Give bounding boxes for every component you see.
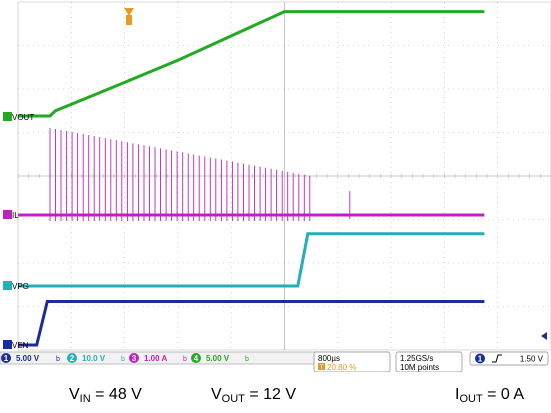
svg-text:1.25GS/s: 1.25GS/s <box>400 354 433 363</box>
bandwidth-limit-icon: b <box>121 356 125 363</box>
il-pulse-train <box>49 128 351 221</box>
channel-label-vout: VOUT <box>3 112 34 122</box>
ch1-readout[interactable]: 1 5.00 V b <box>1 353 60 363</box>
trigger-readout[interactable]: 1 1.50 V <box>469 351 549 366</box>
oscilloscope-screen: VOUT IL VPG VEN 1 5.00 V b 2 10.0 V b 3 <box>0 0 551 372</box>
bandwidth-limit-icon: b <box>183 356 187 363</box>
svg-text:800µs: 800µs <box>318 354 340 363</box>
svg-text:1: 1 <box>478 355 483 364</box>
ch4-readout[interactable]: 4 5.00 V b <box>191 353 249 363</box>
caption-vin: VIN = 48 V <box>69 386 142 405</box>
svg-text:5.00 V: 5.00 V <box>206 354 230 363</box>
status-bar: 1 5.00 V b 2 10.0 V b 3 1.00 A b 4 5.00 … <box>0 351 551 372</box>
channel-label-vpg: VPG <box>3 281 29 291</box>
channel-label-il: IL <box>3 210 19 220</box>
rising-edge-icon <box>492 354 502 363</box>
svg-text:1: 1 <box>4 354 9 363</box>
svg-text:10.0 V: 10.0 V <box>82 354 106 363</box>
trigger-position-icon: T <box>320 365 324 371</box>
svg-text:1.50 V: 1.50 V <box>520 355 544 364</box>
svg-text:10M points: 10M points <box>400 363 439 372</box>
horizontal-readout[interactable]: 800µs T 20.80 % <box>313 351 391 372</box>
svg-text:5.00 V: 5.00 V <box>16 354 40 363</box>
ven-trace <box>18 300 485 347</box>
vout-label: VOUT <box>12 113 34 122</box>
caption-iout: IOUT = 0 A <box>455 386 525 405</box>
svg-text:1.00 A: 1.00 A <box>144 354 167 363</box>
ch2-readout[interactable]: 2 10.0 V b <box>67 353 125 363</box>
trigger-position-marker <box>124 8 134 25</box>
il-label: IL <box>12 211 19 220</box>
svg-text:3: 3 <box>132 354 137 363</box>
bandwidth-limit-icon: b <box>245 356 249 363</box>
svg-text:2: 2 <box>70 354 75 363</box>
bandwidth-limit-icon: b <box>56 356 60 363</box>
ven-label: VEN <box>12 341 29 350</box>
grid <box>17 1 551 351</box>
scroll-right-icon <box>541 332 547 340</box>
ch3-readout[interactable]: 3 1.00 A b <box>129 353 187 363</box>
channel-label-ven: VEN <box>3 340 29 350</box>
acquisition-readout[interactable]: 1.25GS/s 10M points <box>395 351 463 372</box>
svg-text:4: 4 <box>194 354 199 363</box>
svg-text:20.80 %: 20.80 % <box>327 363 356 372</box>
vout-trace <box>18 10 485 118</box>
vpg-trace <box>18 232 485 288</box>
waveform-traces <box>18 10 485 347</box>
caption-vout: VOUT = 12 V <box>211 386 297 405</box>
vpg-label: VPG <box>12 282 29 291</box>
